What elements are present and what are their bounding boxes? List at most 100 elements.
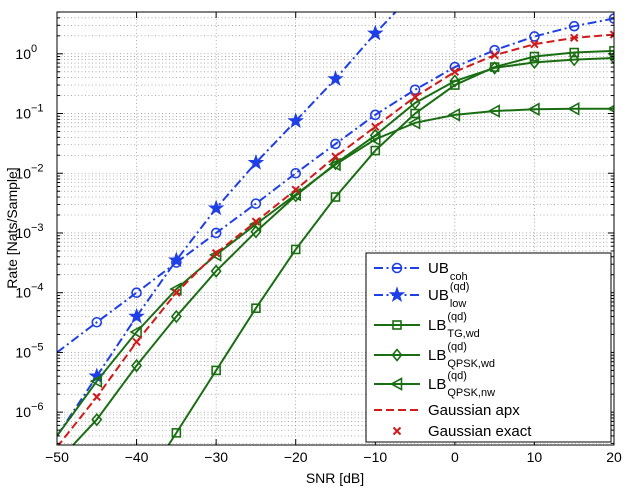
y-tick-label: 10	[15, 225, 31, 241]
y-tick-exponent: −6	[31, 401, 44, 413]
legend-label-sub: QPSK,wd	[447, 358, 495, 370]
legend-label: LB	[428, 347, 446, 364]
x-tick-label: 0	[451, 449, 459, 465]
y-tick-exponent: −3	[31, 222, 44, 234]
series-line-ub-coh	[57, 17, 614, 354]
data-point-ub-coh	[330, 138, 341, 150]
legend-label-sub: QPSK,nw	[447, 387, 495, 399]
y-tick-exponent: 0	[31, 43, 37, 55]
data-point-ub-coh	[210, 227, 222, 239]
legend-label: UB	[428, 287, 449, 304]
legend-marker	[392, 426, 402, 436]
data-point-lb-tg-wd	[290, 244, 301, 255]
x-tick-label: 10	[527, 449, 543, 465]
data-point-lb-tg-wd	[211, 365, 221, 376]
series-gaussian-exact	[92, 30, 614, 402]
data-point-lb-qpsk-nw	[129, 325, 142, 339]
y-tick-label: 10	[15, 285, 31, 301]
data-point-ub-low	[168, 251, 185, 268]
data-point-gaussian-exact	[172, 288, 181, 297]
data-point-ub-low	[207, 199, 225, 216]
x-tick-label: −30	[204, 449, 228, 465]
data-point-ub-coh	[131, 287, 142, 299]
data-point-lb-qpsk-nw	[407, 115, 421, 130]
data-point-ub-coh	[409, 84, 421, 96]
legend-label-sup: (qd)	[447, 341, 467, 353]
data-point-gaussian-exact	[291, 185, 300, 194]
data-point-ub-low	[287, 112, 305, 129]
data-point-gaussian-exact	[211, 248, 221, 258]
x-stroke	[211, 248, 221, 258]
data-point-ub-coh	[369, 109, 381, 121]
data-point-lb-qpsk-wd	[528, 55, 540, 70]
data-point-ub-low	[366, 24, 384, 41]
data-point-gaussian-exact	[251, 217, 261, 226]
data-point-lb-tg-wd	[609, 46, 614, 56]
x-tick-label: −20	[284, 449, 308, 465]
data-point-lb-qpsk-nw	[328, 157, 341, 172]
y-tick-label: 10	[15, 404, 31, 420]
legend-label-sub: coh	[450, 271, 468, 283]
data-point-gaussian-exact	[92, 392, 101, 402]
legend-label-sup: (qd)	[447, 370, 467, 382]
data-point-ub-coh	[250, 198, 262, 209]
data-point-lb-qpsk-wd	[369, 128, 381, 143]
data-point-lb-qpsk-wd	[170, 309, 182, 324]
data-point-lb-qpsk-nw	[368, 132, 381, 147]
x-tick-label: −40	[125, 449, 149, 465]
data-point-ub-low	[128, 307, 145, 324]
data-point-lb-qpsk-wd	[409, 96, 421, 110]
legend-label-sub: low	[450, 298, 467, 310]
data-point-lb-qpsk-wd	[210, 264, 222, 278]
series-line-ub-low	[57, 12, 397, 437]
y-tick-exponent: −4	[31, 282, 44, 294]
data-point-lb-qpsk-nw	[567, 101, 580, 116]
legend-marker	[389, 377, 403, 391]
data-point-ub-coh	[568, 20, 580, 32]
data-point-lb-tg-wd	[569, 47, 580, 58]
data-point-ub-low	[327, 70, 344, 86]
legend-label: Gaussian apx	[428, 402, 520, 419]
x-stroke	[410, 92, 420, 102]
x-stroke	[92, 392, 101, 402]
data-point-lb-qpsk-wd	[91, 412, 103, 427]
x-stroke	[291, 185, 300, 194]
data-point-gaussian-exact	[450, 67, 460, 76]
data-point-lb-tg-wd	[251, 303, 261, 314]
y-axis-label: Rate [Nats/Sample]	[4, 167, 20, 288]
data-point-ub-coh	[290, 167, 302, 179]
data-point-lb-qpsk-wd	[449, 74, 461, 88]
legend-label-sup: (qd)	[450, 281, 470, 293]
data-point-ub-low	[247, 154, 265, 170]
y-tick-label: 10	[15, 46, 31, 62]
legend-box	[365, 252, 612, 443]
x-stroke	[609, 33, 614, 39]
data-point-lb-qpsk-wd	[131, 358, 143, 373]
data-point-lb-qpsk-wd	[568, 52, 580, 67]
y-tick-label: 10	[15, 106, 31, 122]
legend-label-sub: TG,wd	[447, 328, 479, 340]
x-stroke	[132, 337, 141, 347]
data-point-lb-tg-wd	[370, 145, 381, 156]
x-stroke	[371, 122, 380, 131]
data-point-lb-qpsk-nw	[487, 104, 500, 118]
data-point-gaussian-exact	[331, 152, 340, 161]
data-point-lb-qpsk-nw	[447, 108, 461, 122]
x-stroke	[570, 33, 579, 43]
data-point-lb-tg-wd	[330, 192, 341, 202]
x-tick-label: 20	[606, 449, 622, 465]
legend-label: LB	[428, 376, 446, 393]
series-group	[57, 12, 614, 445]
legend-marker	[388, 286, 406, 303]
y-tick-exponent: −2	[31, 162, 44, 174]
data-point-ub-coh	[91, 316, 103, 328]
plot-frame	[56, 11, 615, 446]
legend-label-sup: (qd)	[447, 311, 467, 323]
x-stroke	[172, 288, 181, 297]
legend-marker	[391, 348, 403, 362]
data-point-gaussian-exact	[490, 50, 499, 60]
y-tick-label: 10	[15, 165, 31, 181]
x-stroke	[530, 39, 539, 49]
